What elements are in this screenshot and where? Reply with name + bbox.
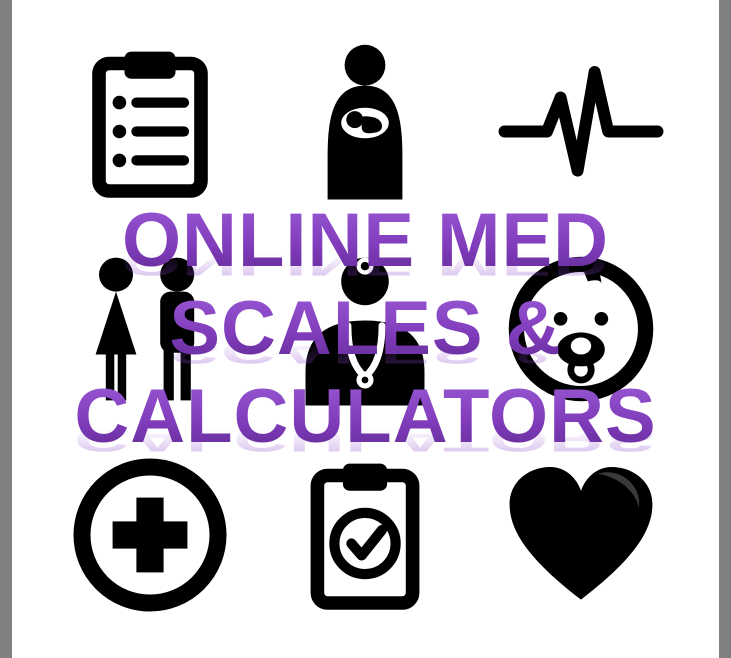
ecg-pulse-icon <box>496 38 666 208</box>
mother-baby-icon <box>280 38 450 208</box>
medical-icon-grid <box>52 30 679 628</box>
medical-cross-circle-icon <box>65 450 235 620</box>
clipboard-list-icon <box>65 38 235 208</box>
doctor-stethoscope-icon <box>280 244 450 414</box>
clipboard-check-icon <box>280 450 450 620</box>
heart-icon <box>496 450 666 620</box>
couple-people-icon <box>65 244 235 414</box>
baby-pacifier-icon <box>496 244 666 414</box>
